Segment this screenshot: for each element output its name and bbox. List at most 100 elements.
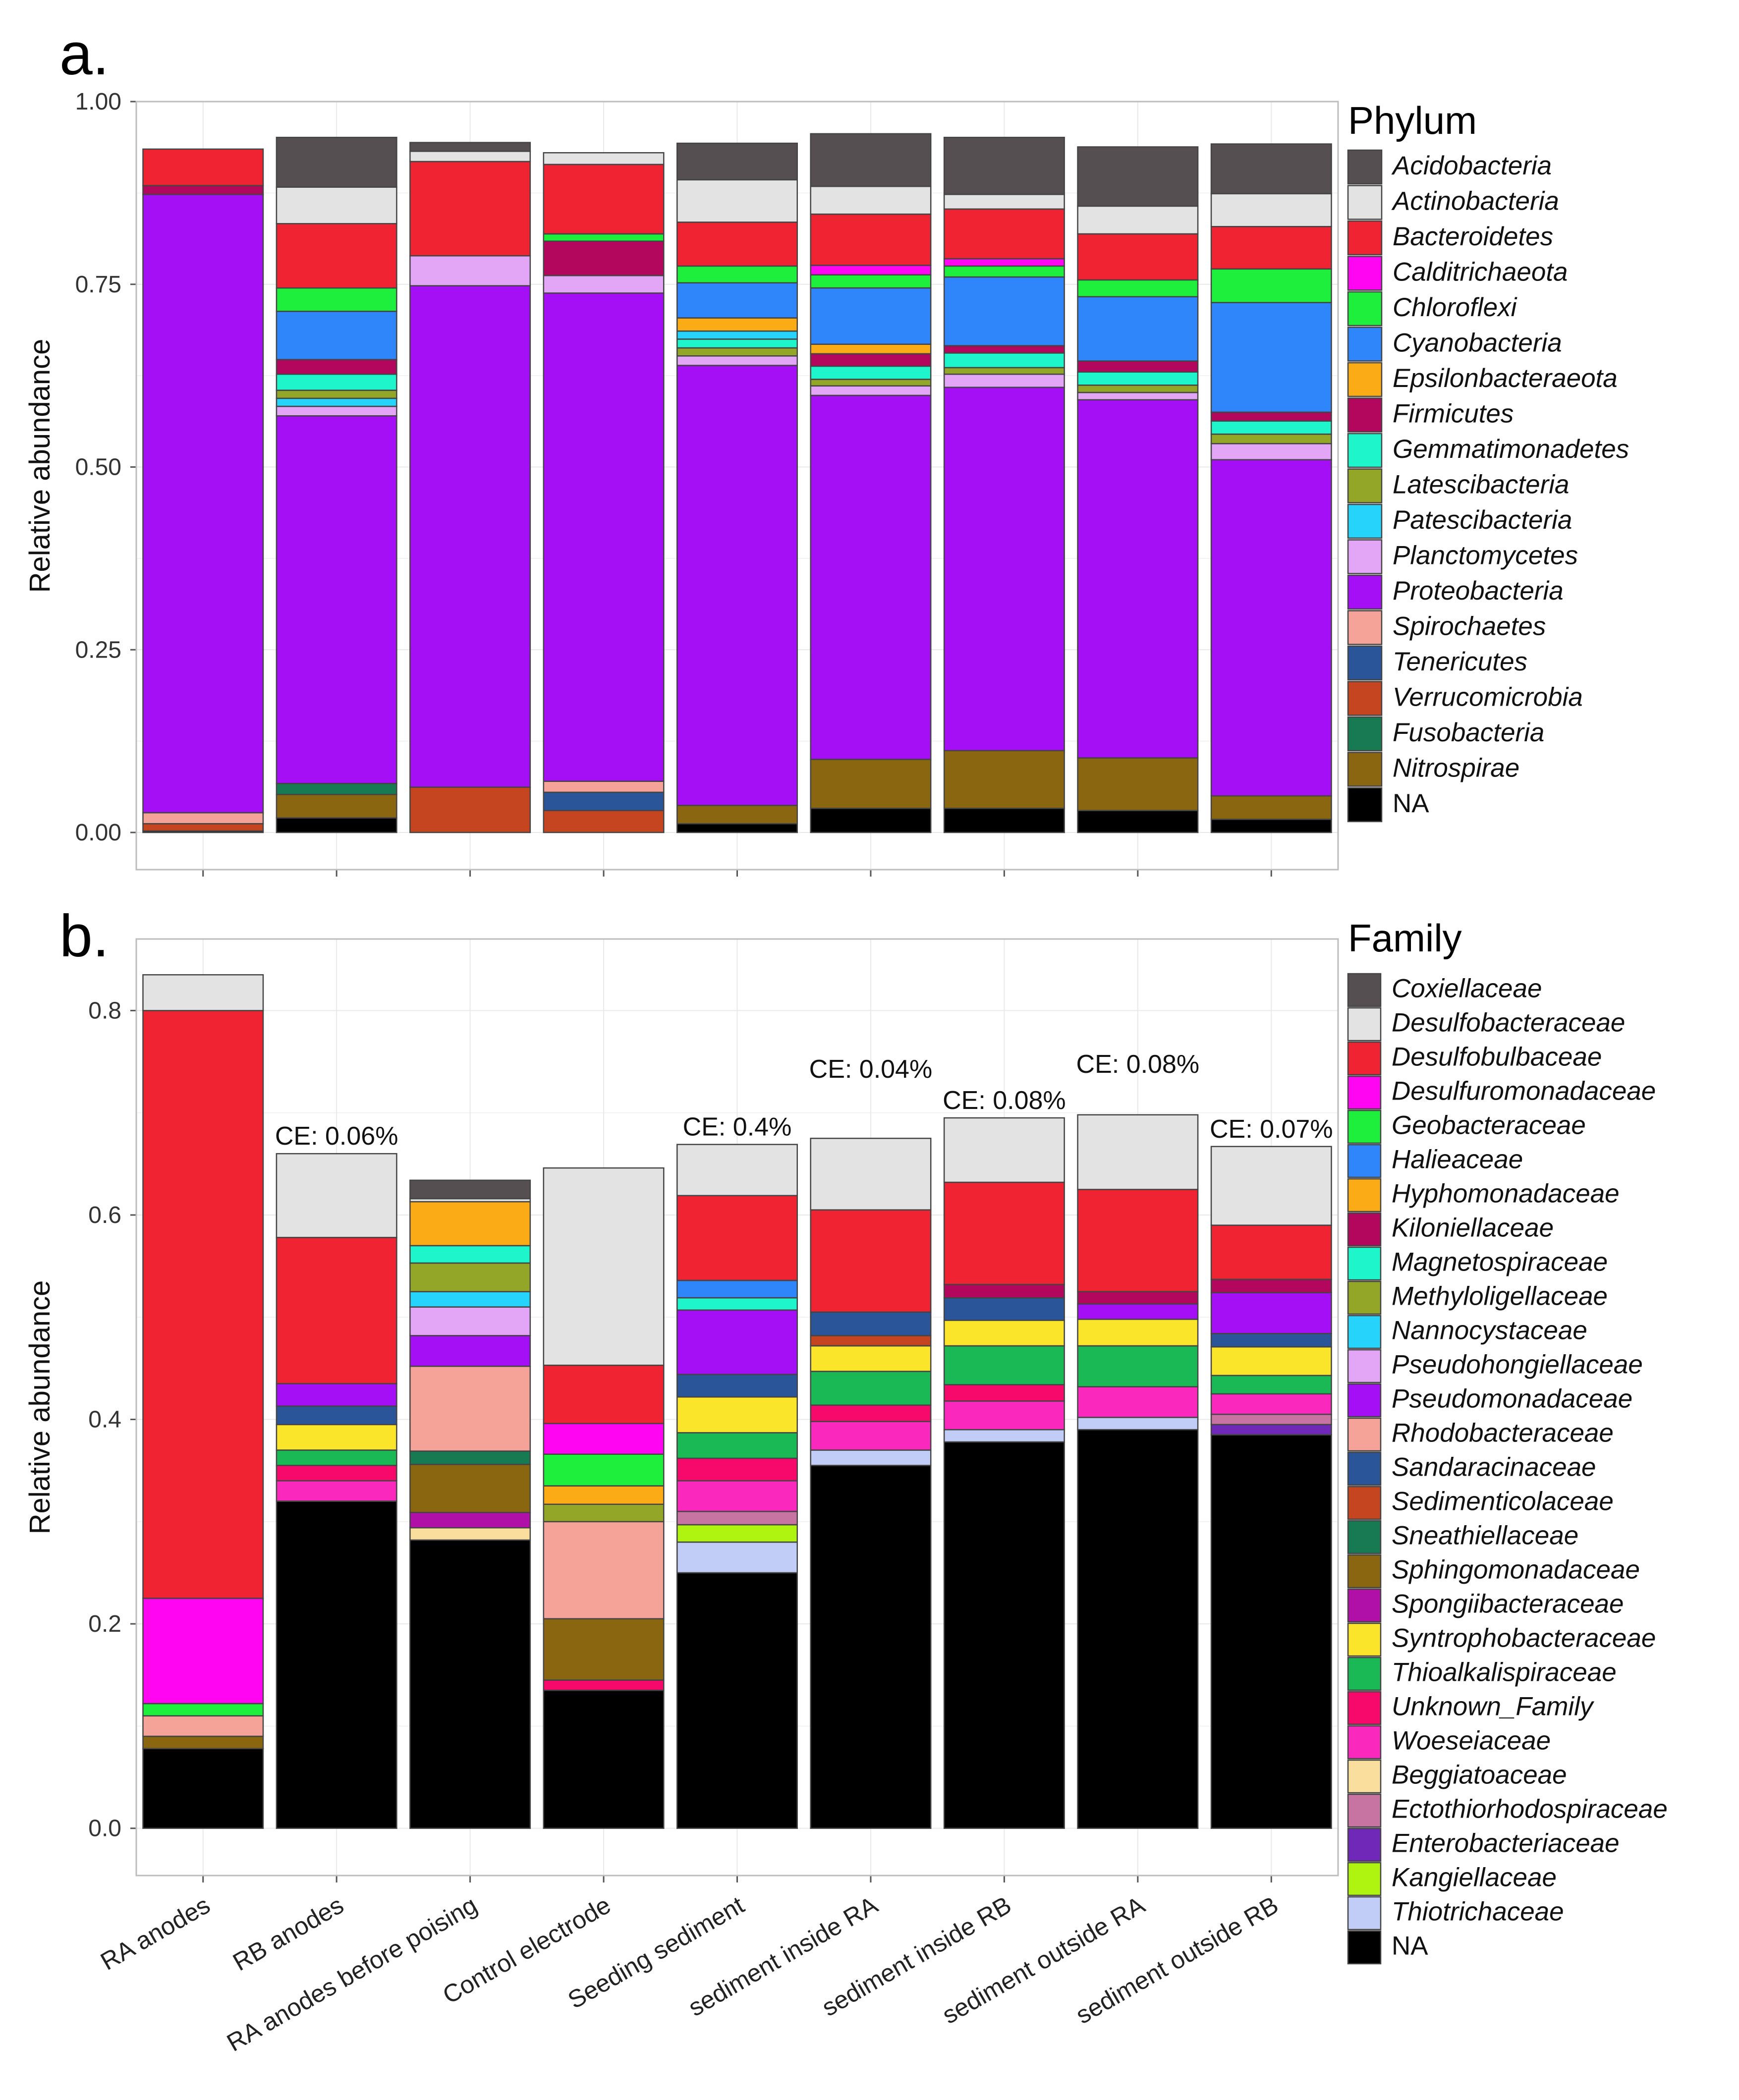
bar-ra-anodes-before-poising	[409, 142, 531, 833]
legend-swatch	[1347, 1383, 1382, 1418]
panel-label: a.	[59, 21, 109, 87]
legend-label: Pseudohongiellaceae	[1392, 1350, 1643, 1380]
legend-swatch	[1347, 1657, 1382, 1691]
bar-segment-gemmatimonadetes	[276, 373, 397, 391]
bar-segment-desulfobulbaceae	[543, 1364, 665, 1425]
legend-swatch	[1347, 1793, 1382, 1828]
bar-sediment-inside-rb	[943, 137, 1065, 833]
ce-annotation: CE: 0.08%	[1076, 1050, 1200, 1079]
legend-swatch	[1347, 1827, 1382, 1862]
bar-segment-na	[1210, 1434, 1332, 1829]
bar-sediment-inside-ra	[810, 1138, 932, 1829]
legend-label: Unknown_Family	[1392, 1692, 1595, 1721]
bar-segment-desulfobulbaceae	[276, 1237, 397, 1384]
bar-segment-magnetospiraceae	[409, 1245, 531, 1264]
bar-segment-chloroflexi	[676, 265, 798, 284]
bar-segment-planctomycetes	[810, 385, 932, 396]
bar-segment-enterobacteriaceae	[1210, 1424, 1332, 1436]
bar-segment-cyanobacteria	[810, 287, 932, 345]
bar-segment-unknown-family	[943, 1384, 1065, 1402]
legend-swatch	[1347, 610, 1383, 645]
bar-segment-unknown-family	[676, 1457, 798, 1482]
legend-swatch	[1347, 1246, 1382, 1281]
bar-segment-nitrospirae	[1210, 795, 1332, 820]
legend-swatch	[1347, 1725, 1382, 1760]
legend-title: Family	[1348, 916, 1462, 960]
bar-segment-verrucomicrobia	[142, 823, 264, 832]
legend-item-thioalkalispiraceae: Thioalkalispiraceae	[1347, 1657, 1617, 1691]
bar-segment-thiotrichaceae	[1077, 1417, 1199, 1431]
bar-segment-actinobacteria	[1077, 205, 1199, 235]
y-axis-title: Relative abundance	[24, 339, 56, 593]
legend-item-kangiellaceae: Kangiellaceae	[1347, 1862, 1557, 1896]
legend-label: Gemmatimonadetes	[1393, 435, 1629, 464]
bar-segment-calditrichaeota	[943, 258, 1065, 267]
legend-label: Tenericutes	[1393, 647, 1527, 676]
bar-sediment-outside-ra	[1077, 146, 1199, 833]
bar-sediment-outside-rb	[1210, 143, 1332, 833]
bar-segment-nitrospirae	[276, 794, 397, 819]
ce-annotation: CE: 0.04%	[809, 1055, 933, 1084]
legend-label: Woeseiaceae	[1392, 1726, 1551, 1756]
legend-item-proteobacteria: Proteobacteria	[1347, 574, 1564, 610]
legend-swatch	[1347, 1280, 1382, 1315]
legend-label: Actinobacteria	[1391, 186, 1559, 216]
bar-segment-cyanobacteria	[676, 282, 798, 319]
legend-label: Proteobacteria	[1393, 576, 1564, 606]
legend-label: Acidobacteria	[1391, 151, 1552, 180]
legend-item-acidobacteria: Acidobacteria	[1347, 149, 1552, 185]
legend-item-sphingomonadaceae: Sphingomonadaceae	[1347, 1554, 1640, 1589]
bar-segment-gemmatimonadetes	[1077, 371, 1199, 386]
legend-label: Latescibacteria	[1393, 470, 1569, 499]
bar-segment-thiotrichaceae	[943, 1429, 1065, 1443]
legend-label: Desulfobacteraceae	[1392, 1008, 1625, 1038]
legend-label: Bacteroidetes	[1393, 222, 1553, 251]
legend-item-patescibacteria: Patescibacteria	[1347, 503, 1572, 539]
bar-segment-nitrospirae	[943, 750, 1065, 809]
bar-segment-thiotrichaceae	[676, 1541, 798, 1574]
bar-segment-bacteroidetes	[676, 221, 798, 267]
legend-swatch	[1347, 1451, 1382, 1486]
legend-item-beggiatoaceae: Beggiatoaceae	[1347, 1759, 1567, 1794]
legend-swatch	[1347, 1486, 1382, 1520]
legend-swatch	[1347, 1178, 1382, 1213]
bar-segment-woeseiaceae	[276, 1480, 397, 1502]
bar-segment-desulfobacteraceae	[1077, 1114, 1199, 1190]
ce-annotation: CE: 0.4%	[683, 1113, 792, 1142]
bar-segment-hyphomonadaceae	[543, 1485, 665, 1505]
legend-item-bacteroidetes: Bacteroidetes	[1347, 220, 1553, 256]
legend-item-calditrichaeota: Calditrichaeota	[1347, 256, 1568, 291]
legend-swatch	[1347, 1520, 1382, 1554]
bar-segment-desulfobacteraceae	[810, 1138, 932, 1211]
bar-segment-na	[543, 1689, 665, 1829]
bar-segment-planctomycetes	[409, 255, 531, 286]
bar-segment-spirochaetes	[142, 812, 264, 825]
bar-segment-gemmatimonadetes	[1210, 420, 1332, 435]
legend-label: Syntrophobacteraceae	[1392, 1624, 1656, 1653]
bar-segment-desulfuromonadaceae	[142, 1598, 264, 1705]
bar-segment-sedimenticolaceae	[810, 1335, 932, 1347]
legend-label: NA	[1392, 1932, 1428, 1961]
bar-segment-unknown-family	[276, 1465, 397, 1482]
legend-swatch	[1347, 327, 1383, 362]
y-tick-label: 0.2	[88, 1611, 121, 1637]
bar-segment-thiotrichaceae	[810, 1449, 932, 1466]
bar-segment-planctomycetes	[276, 405, 397, 417]
legend-label: Kangiellaceae	[1392, 1863, 1557, 1892]
bar-segment-bacteroidetes	[1077, 233, 1199, 281]
bar-segment-syntrophobacteraceae	[1210, 1346, 1332, 1377]
bar-segment-firmicutes	[276, 359, 397, 375]
legend-swatch	[1347, 1862, 1382, 1896]
legend-swatch	[1347, 397, 1383, 433]
bar-segment-latescibacteria	[943, 367, 1065, 375]
bar-segment-sandaracinaceae	[276, 1405, 397, 1426]
legend-label: Pseudomonadaceae	[1392, 1384, 1632, 1414]
legend-label: Verrucomicrobia	[1393, 682, 1583, 712]
bar-segment-unknown-family	[543, 1679, 665, 1691]
bar-segment-actinobacteria	[810, 185, 932, 215]
bar-segment-syntrophobacteraceae	[276, 1424, 397, 1451]
bar-segment-na	[676, 1572, 798, 1829]
bar-segment-na	[676, 823, 798, 833]
bar-segment-sphingomonadaceae	[142, 1735, 264, 1750]
bar-segment-desulfobacteraceae	[142, 974, 264, 1011]
